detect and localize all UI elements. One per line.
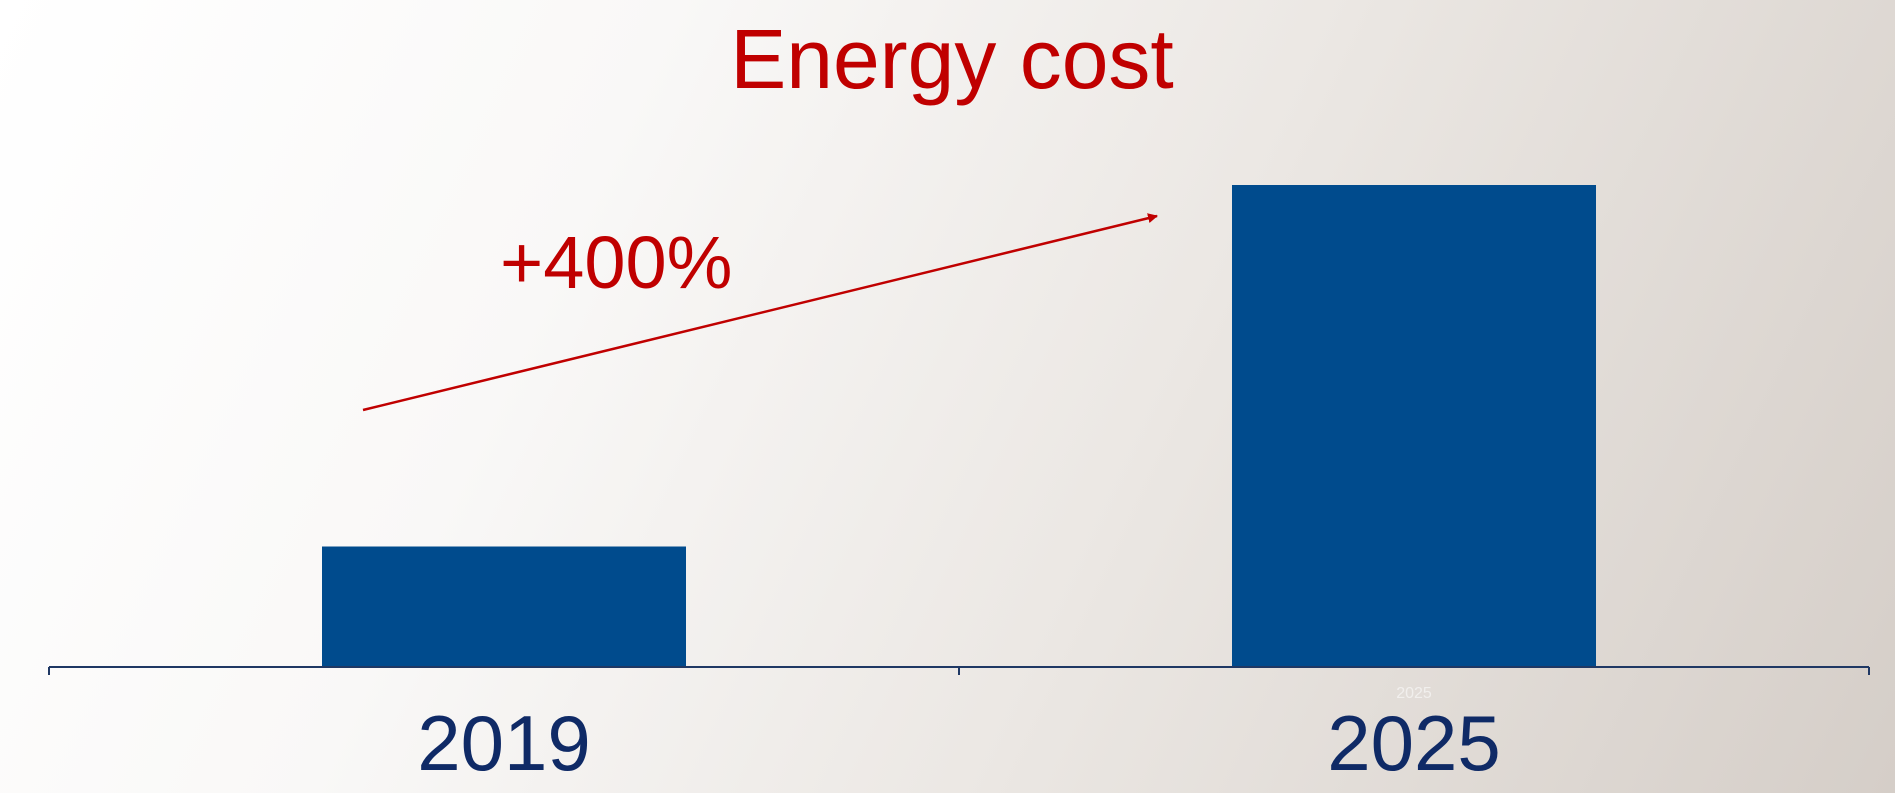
x-tick-label-2019: 2019 bbox=[417, 699, 591, 787]
chart-title: Energy cost bbox=[730, 12, 1174, 106]
bars-group bbox=[322, 185, 1596, 667]
x-axis-ticks bbox=[48, 667, 1870, 675]
x-tick-labels: 2019 2025 bbox=[417, 699, 1501, 787]
increase-annotation: +400% bbox=[500, 221, 732, 304]
x-tick-label-2025: 2025 bbox=[1327, 699, 1501, 787]
faint-category-label: 2025 bbox=[1396, 685, 1432, 702]
bar-2019 bbox=[322, 546, 686, 667]
increase-arrow bbox=[362, 213, 1158, 412]
bar-2025 bbox=[1232, 185, 1596, 667]
